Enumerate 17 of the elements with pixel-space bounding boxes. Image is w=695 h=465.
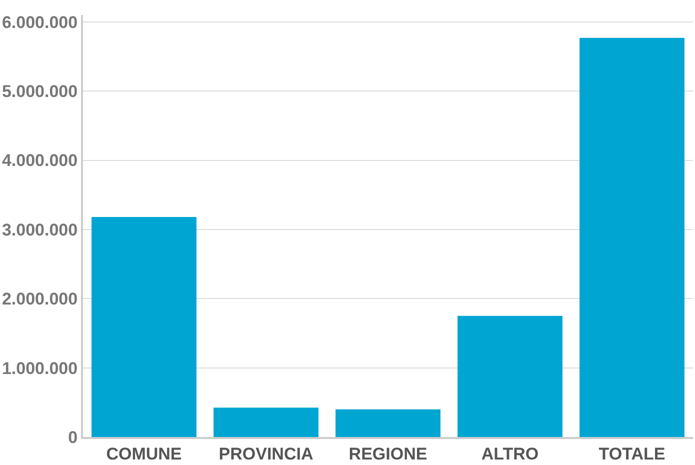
y-tick-label: 5.000.000 [2, 82, 78, 102]
x-tick-label: ALTRO [481, 444, 539, 464]
bar [336, 409, 440, 437]
y-tick-label: 6.000.000 [2, 12, 78, 32]
y-tick-label: 2.000.000 [2, 290, 78, 309]
x-tick-label: PROVINCIA [218, 444, 314, 464]
x-tick-label: COMUNE [106, 444, 182, 464]
bar [92, 217, 196, 437]
x-tick-label: TOTALE [598, 444, 666, 464]
y-tick-label: 1.000.000 [2, 358, 78, 378]
x-tick-label: REGIONE [348, 444, 428, 464]
y-tick-label: 0 [68, 428, 78, 447]
bar [580, 38, 684, 437]
bar [214, 408, 318, 437]
y-tick-label: 4.000.000 [2, 151, 78, 170]
y-tick-label: 3.000.000 [2, 220, 78, 240]
bar [458, 316, 562, 437]
